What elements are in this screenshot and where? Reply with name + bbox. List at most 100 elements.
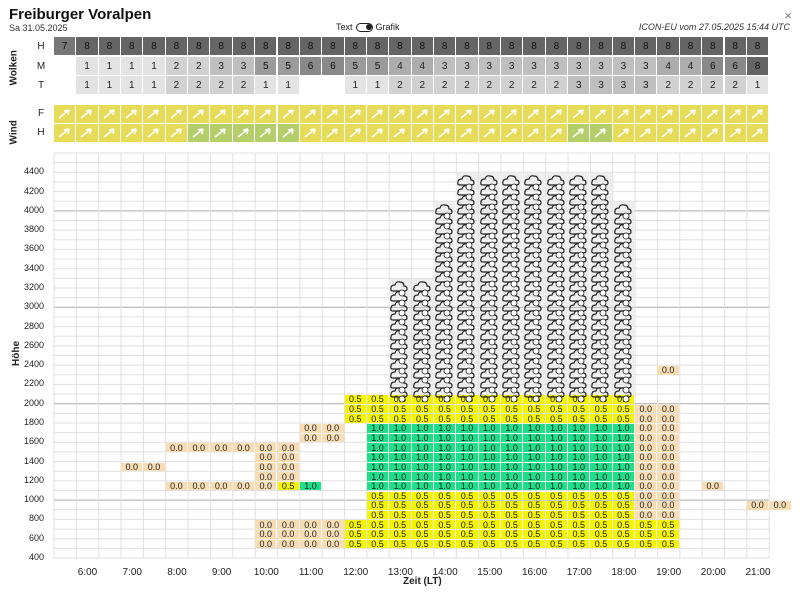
thermal-value-cell: 1.0: [568, 452, 590, 462]
thermal-value-cell: 0.5: [411, 510, 433, 520]
thermal-value-cell: 1.0: [366, 443, 389, 453]
cloud-h-cell: 8: [277, 37, 299, 55]
close-icon[interactable]: ×: [784, 8, 792, 23]
wind-f-arrow-icon: [76, 105, 98, 123]
thermal-value-cell: 1.0: [612, 443, 635, 453]
wind-h-arrow-icon: [299, 124, 322, 142]
header: Freiburger Voralpen Sa 31.05.2025 Text G…: [0, 0, 800, 36]
wind-h-arrow-icon: [232, 124, 255, 142]
wind-h-arrow-icon: [746, 124, 769, 142]
thermal-value-cell: 1.0: [568, 472, 590, 482]
cloud-m-cell: 5: [366, 57, 389, 75]
cloud-t-cell: 2: [210, 76, 232, 94]
clouds-row-label-h: H: [37, 41, 45, 52]
cloud-m-cell: 2: [188, 57, 210, 75]
thermal-value-cell: 0.5: [478, 491, 500, 501]
cloud-m-cell: 6: [299, 57, 322, 75]
thermal-value-cell: 0.0: [657, 472, 679, 482]
thermal-value-cell: 0.5: [389, 404, 411, 414]
cloud-t-cell: 3: [568, 76, 590, 94]
thermal-value-cell: 0.5: [612, 491, 635, 501]
thermal-value-cell: 1.0: [389, 481, 411, 491]
thermal-value-cell: 1.0: [433, 423, 456, 433]
thermal-value-cell: 1.0: [612, 481, 635, 491]
thermal-value-cell: 1.0: [545, 452, 568, 462]
thermal-value-cell: 1.0: [478, 423, 500, 433]
toggle-switch[interactable]: [355, 22, 373, 32]
thermal-value-cell: 0.0: [299, 529, 322, 539]
thermal-value-cell: 0.5: [523, 510, 545, 520]
wind-f-arrow-icon: [657, 105, 679, 123]
thermal-value-cell: 0.5: [456, 510, 478, 520]
thermal-value-cell: 1.0: [366, 423, 389, 433]
thermal-value-cell: 1.0: [590, 443, 612, 453]
thermal-value-cell: 0.5: [545, 510, 568, 520]
thermal-value-cell: 0.5: [411, 404, 433, 414]
thermal-value-cell: 0.5: [433, 510, 456, 520]
cloud-t-cell: 2: [523, 76, 545, 94]
wind-row-label-h: H: [37, 127, 45, 138]
cloud-m-cell: 5: [255, 57, 277, 75]
thermal-value-cell: 0.5: [590, 500, 612, 510]
thermal-value-cell: 0.0: [255, 529, 277, 539]
y-tick-label: 2400: [23, 359, 44, 370]
thermal-value-cell: 0.5: [545, 491, 568, 501]
cloud-h-cell: 8: [456, 37, 478, 55]
wind-h-arrow-icon: [590, 124, 612, 142]
clouds-row-label-t: T: [37, 80, 45, 91]
x-tick-label: 19:00: [656, 567, 682, 578]
wind-h-arrow-icon: [724, 124, 746, 142]
thermal-value-cell: 1.0: [501, 462, 523, 472]
thermal-value-cell: 0.5: [478, 500, 500, 510]
thermal-value-cell: 1.0: [366, 433, 389, 443]
thermal-value-cell: 1.0: [389, 423, 411, 433]
cloud-h-cell: 8: [232, 37, 255, 55]
wind-h-arrow-icon: [255, 124, 277, 142]
wind-f-arrow-icon: [679, 105, 702, 123]
thermal-value-cell: 1.0: [545, 423, 568, 433]
wind-f-arrow-icon: [411, 105, 433, 123]
cloud-t-cell: 1: [255, 76, 277, 94]
thermal-value-cell: 0.0: [657, 414, 679, 424]
page-title: Freiburger Voralpen: [9, 6, 152, 23]
wind-f-arrow-icon: [210, 105, 232, 123]
thermal-value-cell: 1.0: [456, 481, 478, 491]
cloud-t-cell: [299, 76, 322, 94]
thermal-value-cell: 0.0: [255, 520, 277, 530]
wind-f-arrow-icon: [143, 105, 165, 123]
cloud-h-cell: 8: [411, 37, 433, 55]
cloud-h-cell: 8: [299, 37, 322, 55]
thermal-value-cell: 0.5: [456, 404, 478, 414]
clouds-row-label-m: M: [36, 61, 46, 72]
thermal-value-cell: 1.0: [456, 433, 478, 443]
wind-f-arrow-icon: [277, 105, 299, 123]
thermal-value-cell: 0.0: [277, 472, 299, 482]
thermal-value-cell: 0.5: [344, 539, 366, 549]
thermal-value-cell: 0.0: [657, 365, 679, 375]
toggle-text-label: Text: [336, 22, 353, 32]
y-tick-label: 600: [28, 532, 44, 543]
cloud-h-cell: 8: [478, 37, 500, 55]
cloud-h-cell: 8: [433, 37, 456, 55]
y-tick-label: 1400: [23, 455, 44, 466]
thermal-value-cell: 0.0: [322, 529, 344, 539]
thermal-value-cell: 1.0: [501, 472, 523, 482]
date-label: Sa 31.05.2025: [9, 23, 68, 33]
y-tick-label: 800: [28, 513, 44, 524]
thermal-value-cell: 1.0: [545, 462, 568, 472]
cloud-t-cell: 2: [478, 76, 500, 94]
thermal-value-cell: 1.0: [501, 433, 523, 443]
cloud-t-cell: 2: [188, 76, 210, 94]
thermal-value-cell: 0.0: [635, 423, 657, 433]
wind-h-arrow-icon: [702, 124, 724, 142]
thermal-value-cell: 0.0: [635, 433, 657, 443]
cloud-t-cell: 2: [702, 76, 724, 94]
thermal-value-cell: 0.5: [344, 394, 366, 404]
thermal-value-cell: 0.0: [277, 529, 299, 539]
y-tick-label: 1200: [23, 474, 44, 485]
thermal-value-cell: 0.5: [657, 539, 679, 549]
view-toggle[interactable]: Text Grafik: [336, 22, 400, 32]
thermal-value-cell: 1.0: [545, 443, 568, 453]
thermal-value-cell: 0.5: [612, 520, 635, 530]
wind-h-arrow-icon: [143, 124, 165, 142]
